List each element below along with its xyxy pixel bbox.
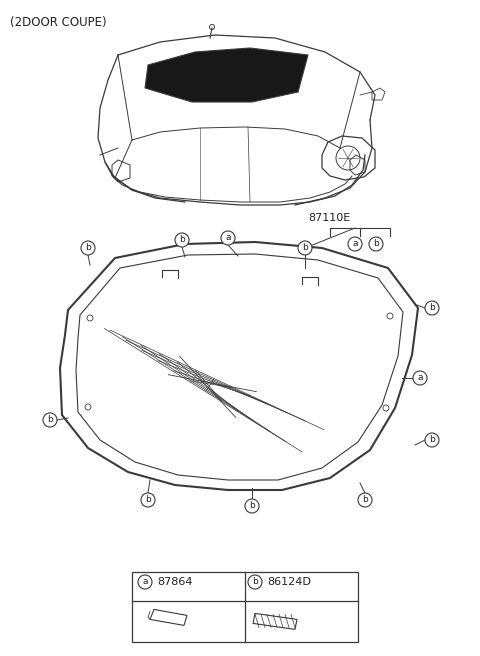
Text: (2DOOR COUPE): (2DOOR COUPE) <box>10 16 107 29</box>
Text: a: a <box>225 234 231 243</box>
Text: b: b <box>145 495 151 504</box>
Text: b: b <box>85 243 91 253</box>
Text: b: b <box>302 243 308 253</box>
Text: 87110E: 87110E <box>308 213 350 223</box>
Circle shape <box>425 433 439 447</box>
Circle shape <box>358 493 372 507</box>
Text: b: b <box>47 415 53 424</box>
Circle shape <box>348 237 362 251</box>
Circle shape <box>175 233 189 247</box>
Text: 87864: 87864 <box>157 577 192 587</box>
Text: b: b <box>249 501 255 510</box>
Circle shape <box>369 237 383 251</box>
Circle shape <box>43 413 57 427</box>
Circle shape <box>138 575 152 589</box>
Circle shape <box>81 241 95 255</box>
Text: b: b <box>179 236 185 245</box>
Text: a: a <box>417 373 423 382</box>
Text: 86124D: 86124D <box>267 577 311 587</box>
Text: b: b <box>429 436 435 445</box>
Text: b: b <box>362 495 368 504</box>
Text: b: b <box>373 239 379 249</box>
Text: a: a <box>352 239 358 249</box>
Circle shape <box>141 493 155 507</box>
Text: b: b <box>252 577 258 586</box>
Text: b: b <box>429 304 435 312</box>
Circle shape <box>413 371 427 385</box>
Bar <box>132 572 358 642</box>
Polygon shape <box>145 48 308 102</box>
Circle shape <box>425 301 439 315</box>
Text: a: a <box>142 577 148 586</box>
Circle shape <box>298 241 312 255</box>
Circle shape <box>248 575 262 589</box>
Circle shape <box>245 499 259 513</box>
Circle shape <box>221 231 235 245</box>
